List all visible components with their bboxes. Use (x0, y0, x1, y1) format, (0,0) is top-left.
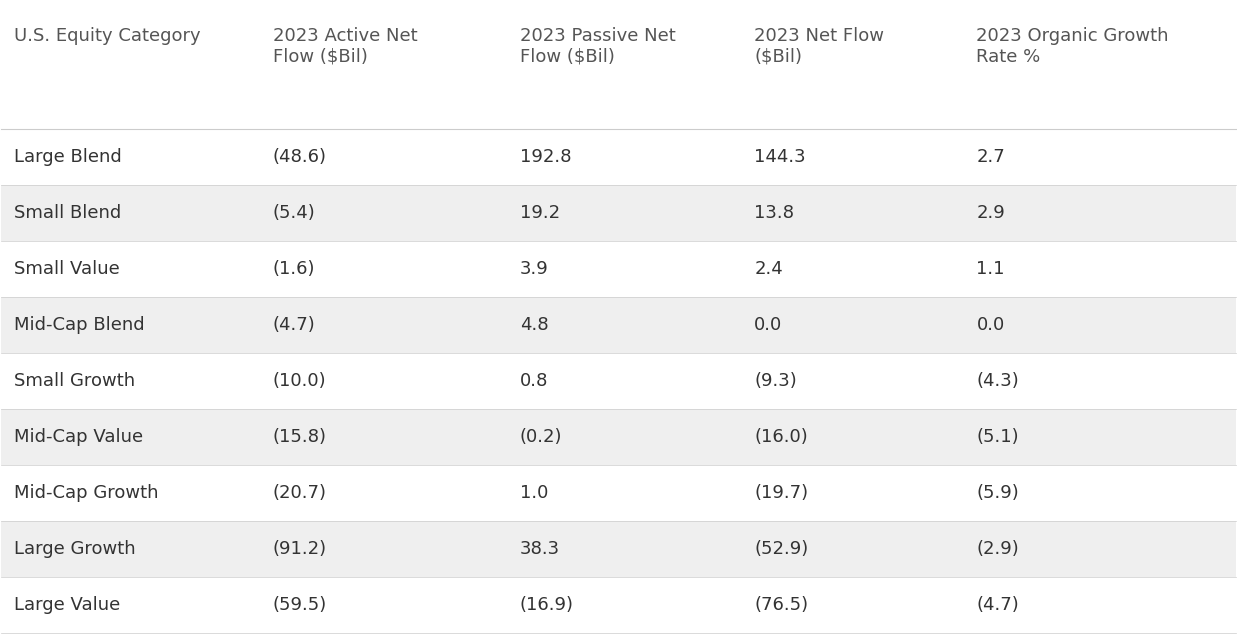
Text: 13.8: 13.8 (755, 204, 794, 222)
Text: (19.7): (19.7) (755, 484, 809, 502)
Text: 2.7: 2.7 (976, 148, 1006, 166)
Text: (4.7): (4.7) (273, 316, 315, 334)
Text: 3.9: 3.9 (520, 259, 548, 277)
Text: 144.3: 144.3 (755, 148, 805, 166)
Text: (9.3): (9.3) (755, 371, 797, 390)
Text: Small Growth: Small Growth (14, 371, 135, 390)
Text: 19.2: 19.2 (520, 204, 560, 222)
Text: (5.9): (5.9) (976, 484, 1019, 502)
Text: Large Growth: Large Growth (14, 539, 135, 558)
Text: 2023 Active Net
Flow ($Bil): 2023 Active Net Flow ($Bil) (273, 27, 418, 66)
Text: 0.0: 0.0 (976, 316, 1004, 334)
Bar (1, 408, 1236, 465)
Text: Large Value: Large Value (14, 596, 120, 613)
Text: Mid-Cap Blend: Mid-Cap Blend (14, 316, 145, 334)
Text: 1.0: 1.0 (520, 484, 548, 502)
Text: (59.5): (59.5) (273, 596, 327, 613)
Text: Mid-Cap Value: Mid-Cap Value (14, 427, 142, 445)
Text: Small Blend: Small Blend (14, 204, 121, 222)
Text: Small Value: Small Value (14, 259, 120, 277)
Text: U.S. Equity Category: U.S. Equity Category (14, 27, 200, 45)
Text: (16.0): (16.0) (755, 427, 808, 445)
Text: 38.3: 38.3 (520, 539, 560, 558)
Text: (4.7): (4.7) (976, 596, 1019, 613)
Bar (1, 296, 1236, 353)
Text: 2.9: 2.9 (976, 204, 1006, 222)
Text: (5.4): (5.4) (273, 204, 315, 222)
Text: Mid-Cap Growth: Mid-Cap Growth (14, 484, 158, 502)
Text: (76.5): (76.5) (755, 596, 809, 613)
Bar (1, 521, 1236, 576)
Text: (48.6): (48.6) (273, 148, 327, 166)
Text: 2023 Organic Growth
Rate %: 2023 Organic Growth Rate % (976, 27, 1169, 66)
Text: 192.8: 192.8 (520, 148, 571, 166)
Text: 2023 Passive Net
Flow ($Bil): 2023 Passive Net Flow ($Bil) (520, 27, 675, 66)
Text: (52.9): (52.9) (755, 539, 809, 558)
Text: Large Blend: Large Blend (14, 148, 121, 166)
Text: (10.0): (10.0) (273, 371, 327, 390)
Text: (4.3): (4.3) (976, 371, 1019, 390)
Text: (15.8): (15.8) (273, 427, 327, 445)
Text: (2.9): (2.9) (976, 539, 1019, 558)
Text: 4.8: 4.8 (520, 316, 548, 334)
Text: 0.0: 0.0 (755, 316, 783, 334)
Text: (1.6): (1.6) (273, 259, 315, 277)
Text: (0.2): (0.2) (520, 427, 563, 445)
Text: (5.1): (5.1) (976, 427, 1019, 445)
Text: 2023 Net Flow
($Bil): 2023 Net Flow ($Bil) (755, 27, 884, 66)
Text: (20.7): (20.7) (273, 484, 327, 502)
Text: (16.9): (16.9) (520, 596, 574, 613)
Text: 1.1: 1.1 (976, 259, 1004, 277)
Text: 0.8: 0.8 (520, 371, 548, 390)
Text: 2.4: 2.4 (755, 259, 783, 277)
Bar (1, 185, 1236, 241)
Text: (91.2): (91.2) (273, 539, 327, 558)
